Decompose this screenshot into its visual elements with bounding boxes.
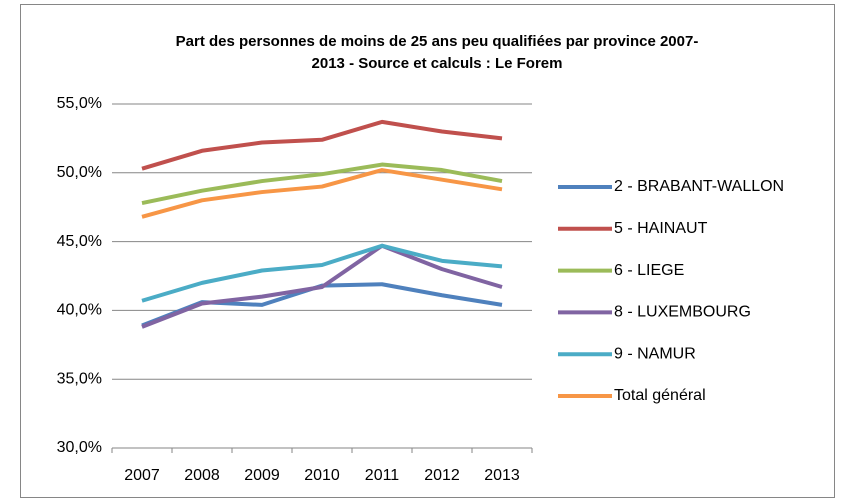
y-tick-label: 30,0% — [57, 439, 102, 456]
series-line — [141, 243, 503, 329]
x-tick-label: 2008 — [184, 467, 220, 484]
y-tick-label: 45,0% — [57, 233, 102, 250]
series-line — [141, 168, 503, 219]
chart-border — [20, 4, 835, 498]
x-tick-label: 2013 — [484, 467, 520, 484]
legend-label: 2 - BRABANT-WALLON — [614, 178, 784, 195]
x-tick-label: 2009 — [244, 467, 280, 484]
x-tick-label: 2011 — [365, 467, 400, 484]
y-tick-label: 50,0% — [57, 164, 102, 181]
chart-title: 2013 - Source et calculs : Le Forem — [312, 55, 563, 72]
x-tick-label: 2012 — [424, 467, 460, 484]
series-line — [141, 119, 503, 171]
legend-label: Total général — [614, 387, 706, 404]
series-line — [141, 243, 503, 303]
x-tick-label: 2007 — [124, 467, 160, 484]
series-line — [141, 162, 503, 206]
legend-label: 5 - HAINAUT — [614, 220, 708, 237]
y-tick-label: 55,0% — [57, 95, 102, 112]
y-tick-label: 35,0% — [57, 370, 102, 387]
chart-title: Part des personnes de moins de 25 ans pe… — [176, 33, 699, 50]
x-tick-label: 2010 — [304, 467, 340, 484]
legend-label: 9 - NAMUR — [614, 345, 696, 362]
legend-label: 8 - LUXEMBOURG — [614, 304, 751, 321]
legend-label: 6 - LIEGE — [614, 262, 684, 279]
y-tick-label: 40,0% — [57, 302, 102, 319]
